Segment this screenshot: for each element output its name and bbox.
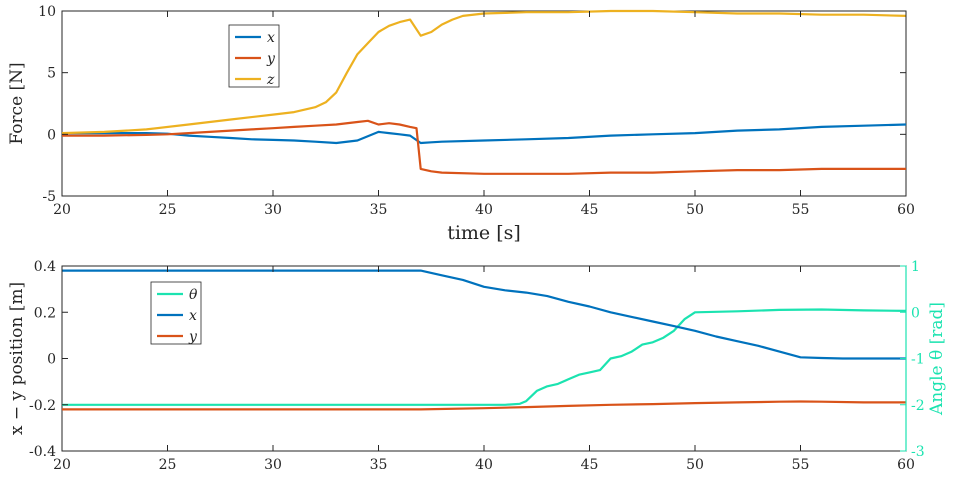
x-tick-label: 50 (686, 202, 704, 218)
x-tick-label: 45 (581, 202, 599, 218)
legend-label-z: z (266, 72, 275, 88)
legend-label-y: y (266, 51, 276, 67)
y-tick-label: 0.4 (34, 259, 56, 275)
x-tick-label: 60 (897, 202, 915, 218)
series-line-x (62, 123, 907, 145)
y-axis-label: x − y position [m] (7, 282, 27, 435)
y2-tick-label: -2 (911, 398, 925, 414)
series-line-y (62, 400, 906, 411)
y2-axis-label: Angle θ [rad] (927, 302, 947, 416)
position-panel: 20 25 30 35 40 45 50 55 60 -0.4 -0.2 0 0.2 0.4 -3 -2 -1 0… (7, 259, 947, 473)
axes-box (61, 10, 907, 197)
y2-tick-label: 0 (911, 305, 920, 321)
legend-label-x: x (189, 308, 197, 324)
x-axis-label: time [s] (447, 222, 521, 244)
x-tick-label: 40 (475, 202, 493, 218)
x-tick-label: 35 (370, 202, 388, 218)
series-line-y (62, 119, 906, 175)
x-tick-label: 20 (53, 457, 71, 473)
axes-box (61, 265, 907, 452)
x-tick-label: 25 (159, 457, 177, 473)
x-tick-label: 50 (686, 457, 704, 473)
x-tick-label: 45 (581, 457, 599, 473)
legend-label-θ: θ (189, 287, 198, 303)
y2-tick-label: 1 (911, 259, 920, 275)
x-tick-label: 40 (475, 457, 493, 473)
series-line-θ (62, 308, 907, 406)
x-tick-label: 25 (159, 202, 177, 218)
x-tick-label: 60 (897, 457, 915, 473)
force-panel: 20 25 30 35 40 45 50 55 60 -5 0 5 10 time [s] Force [N… (7, 4, 915, 244)
y-tick-label: -5 (42, 189, 56, 205)
x-tick-label: 35 (370, 457, 388, 473)
series-line-x (62, 269, 906, 360)
y-tick-label: 0.2 (34, 305, 56, 321)
y-tick-label: 5 (47, 66, 56, 82)
x-tick-label: 30 (264, 457, 282, 473)
x-tick-label: 55 (792, 202, 810, 218)
x-tick-label: 30 (264, 202, 282, 218)
y2-tick-label: -3 (911, 444, 925, 460)
legend-box (150, 281, 202, 345)
legend-label-x: x (267, 30, 275, 46)
legend-label-y: y (188, 329, 198, 345)
series-line-z (61, 9, 907, 135)
y2-tick-label: -1 (911, 352, 925, 368)
x-tick-label: 55 (792, 457, 810, 473)
x-tick-label: 20 (53, 202, 71, 218)
y-axis-label: Force [N] (7, 62, 27, 144)
y-tick-label: -0.4 (29, 444, 56, 460)
y-tick-label: 0 (47, 352, 56, 368)
y-tick-label: 0 (47, 127, 56, 143)
y-tick-label: -0.2 (29, 398, 56, 414)
y-tick-label: 10 (38, 4, 56, 20)
legend-box (228, 24, 280, 88)
